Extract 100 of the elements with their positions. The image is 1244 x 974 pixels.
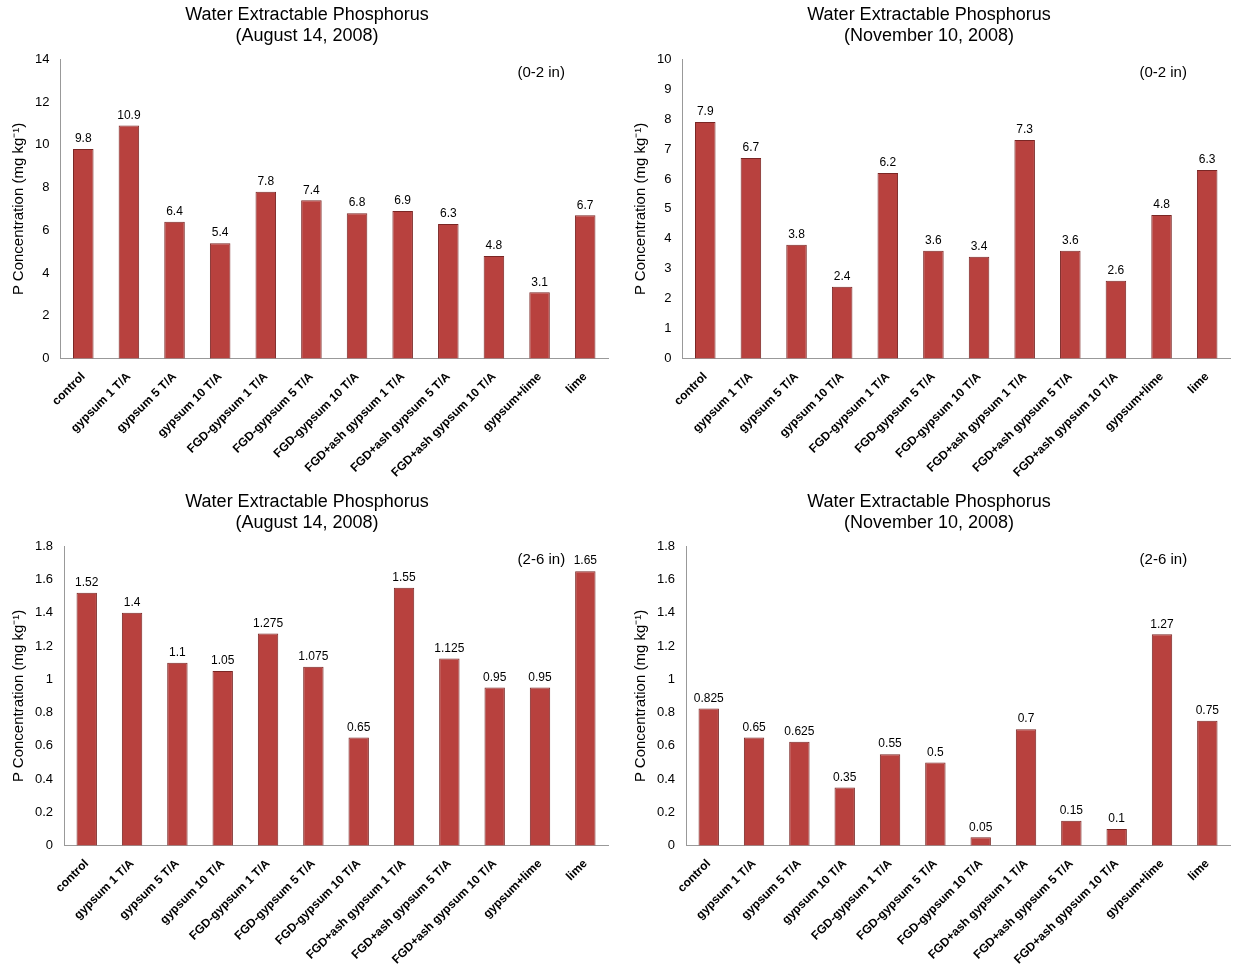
y-tick-label: 3 bbox=[664, 260, 672, 276]
data-label: 3.4 bbox=[970, 239, 988, 254]
y-tick-label: 0.4 bbox=[34, 770, 54, 786]
y-axis-title: P Concentration (mg kg⁻¹) bbox=[631, 609, 649, 783]
annotation: (0-2 in) bbox=[517, 62, 565, 80]
data-label: 0.5 bbox=[927, 744, 945, 759]
y-tick-label: 4 bbox=[42, 264, 50, 280]
y-tick-label: 8 bbox=[42, 179, 50, 195]
data-label: 6.7 bbox=[576, 197, 594, 212]
y-tick-label: 1.4 bbox=[34, 604, 54, 620]
y-tick-label: 5 bbox=[664, 200, 672, 216]
data-label: 6.9 bbox=[394, 193, 412, 208]
y-tick-label: 2 bbox=[664, 290, 672, 306]
data-label: 4.8 bbox=[1153, 197, 1171, 212]
data-label: 0.05 bbox=[969, 819, 993, 834]
data-label: 1.65 bbox=[573, 553, 598, 568]
y-tick-label: 0 bbox=[667, 837, 676, 853]
y-tick-label: 0 bbox=[45, 837, 54, 853]
y-tick-label: 8 bbox=[664, 110, 672, 126]
data-label: 2.6 bbox=[1107, 263, 1125, 278]
y-tick-label: 10 bbox=[34, 136, 50, 152]
y-axis-title: P Concentration (mg kg⁻¹) bbox=[9, 122, 27, 296]
annotation: (2-6 in) bbox=[517, 549, 566, 567]
data-label: 3.8 bbox=[788, 227, 806, 242]
data-label: 0.75 bbox=[1195, 703, 1220, 718]
data-label: 7.8 bbox=[257, 174, 275, 189]
chart-title: Water Extractable Phosphorus (November 10, 2008) bbox=[807, 3, 1051, 46]
annotation: (0-2 in) bbox=[1139, 62, 1187, 80]
y-tick-label: 7 bbox=[664, 140, 672, 156]
data-label: 0.1 bbox=[1108, 811, 1126, 826]
y-tick-label: 6 bbox=[42, 221, 50, 237]
y-tick-label: 10 bbox=[656, 50, 672, 66]
y-tick-label: 0 bbox=[42, 350, 50, 366]
data-label: 6.8 bbox=[348, 195, 366, 210]
y-tick-label: 0.6 bbox=[34, 737, 54, 753]
data-label: 7.9 bbox=[696, 104, 714, 119]
data-label: 0.15 bbox=[1059, 802, 1084, 817]
y-tick-label: 0.4 bbox=[656, 770, 676, 786]
y-tick-label: 0.8 bbox=[34, 704, 54, 720]
data-label: 6.3 bbox=[1198, 152, 1216, 167]
y-tick-label: 1.8 bbox=[34, 537, 54, 553]
y-tick-label: 0 bbox=[664, 350, 672, 366]
y-tick-label: 6 bbox=[664, 170, 672, 186]
data-label: 1.075 bbox=[298, 649, 329, 664]
annotation: (2-6 in) bbox=[1139, 549, 1188, 567]
data-label: 1.05 bbox=[211, 653, 235, 668]
data-label: 1.125 bbox=[434, 640, 465, 655]
data-label: 1.52 bbox=[75, 575, 99, 590]
data-label: 0.95 bbox=[483, 669, 507, 684]
data-label: 0.625 bbox=[784, 723, 815, 738]
x-tick-label: lime bbox=[562, 856, 591, 884]
y-tick-label: 0.2 bbox=[34, 803, 54, 819]
data-label: 0.55 bbox=[878, 736, 903, 751]
y-tick-label: 1 bbox=[664, 320, 672, 336]
y-tick-label: 1.8 bbox=[656, 537, 676, 553]
data-label: 9.8 bbox=[74, 131, 92, 146]
y-tick-label: 0.6 bbox=[656, 737, 676, 753]
data-label: 3.6 bbox=[1061, 233, 1079, 248]
x-tick-label: lime bbox=[562, 369, 590, 397]
y-axis-title: P Concentration (mg kg⁻¹) bbox=[631, 122, 649, 296]
y-tick-label: 9 bbox=[664, 80, 672, 96]
y-tick-label: 12 bbox=[34, 93, 50, 109]
y-tick-label: 1.4 bbox=[656, 604, 676, 620]
y-tick-label: 1 bbox=[45, 670, 54, 686]
y-tick-label: 0.2 bbox=[656, 803, 676, 819]
data-label: 6.7 bbox=[742, 140, 760, 155]
data-label: 6.4 bbox=[166, 204, 184, 219]
data-label: 5.4 bbox=[211, 225, 229, 240]
data-label: 3.1 bbox=[531, 274, 549, 289]
data-label: 1.275 bbox=[253, 615, 284, 630]
y-tick-label: 0.8 bbox=[656, 704, 676, 720]
y-tick-label: 2 bbox=[42, 307, 50, 323]
chart-title: Water Extractable Phosphorus (August 14, 2008) bbox=[185, 490, 429, 533]
data-label: 2.4 bbox=[833, 269, 851, 284]
x-tick-label: lime bbox=[1184, 856, 1213, 884]
data-label: 4.8 bbox=[485, 238, 503, 253]
data-label: 6.3 bbox=[439, 206, 457, 221]
data-label: 0.35 bbox=[833, 769, 857, 784]
chart-title: Water Extractable Phosphorus (November 10, 2008) bbox=[807, 490, 1051, 533]
y-tick-label: 1.6 bbox=[656, 571, 676, 587]
y-tick-label: 4 bbox=[664, 230, 672, 246]
y-tick-label: 1 bbox=[667, 670, 676, 686]
data-label: 0.95 bbox=[528, 669, 553, 684]
y-tick-label: 1.2 bbox=[656, 637, 676, 653]
data-label: 0.65 bbox=[742, 719, 767, 734]
data-label: 3.6 bbox=[925, 233, 943, 248]
data-label: 10.9 bbox=[117, 107, 141, 122]
data-label: 1.4 bbox=[123, 595, 141, 610]
y-tick-label: 1.2 bbox=[34, 637, 54, 653]
data-label: 1.55 bbox=[392, 570, 417, 585]
data-label: 0.7 bbox=[1017, 711, 1035, 726]
x-tick-label: lime bbox=[1184, 369, 1212, 397]
data-label: 1.1 bbox=[169, 644, 187, 659]
data-label: 1.27 bbox=[1150, 616, 1175, 631]
data-label: 7.3 bbox=[1016, 122, 1034, 137]
chart-title: Water Extractable Phosphorus (August 14, 2008) bbox=[185, 3, 429, 46]
data-label: 0.825 bbox=[693, 690, 725, 705]
data-label: 0.65 bbox=[347, 719, 371, 734]
y-tick-label: 14 bbox=[34, 50, 50, 66]
data-label: 6.2 bbox=[879, 155, 897, 170]
